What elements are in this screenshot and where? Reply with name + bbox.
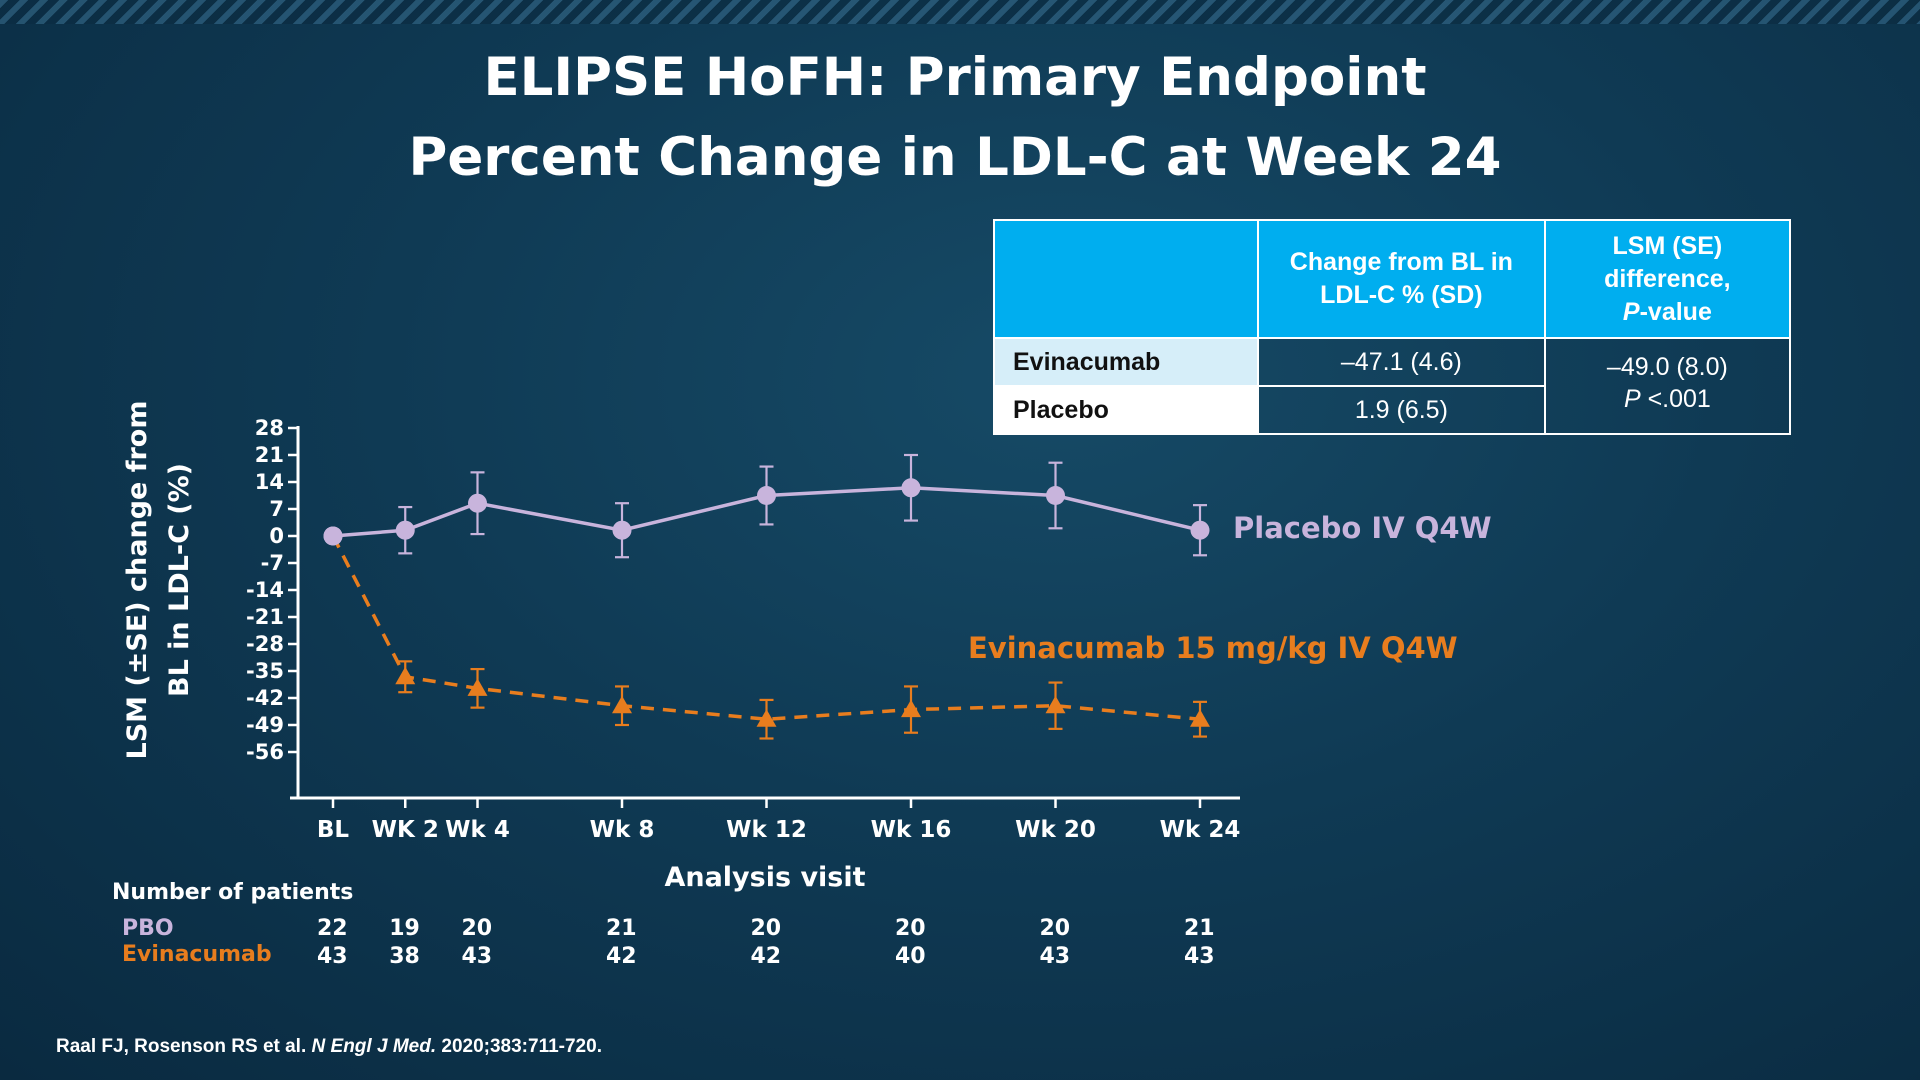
evinacumab-point — [1045, 695, 1066, 714]
patient-count-evi: 43 — [461, 944, 493, 969]
patient-count-pbo: 20 — [1039, 916, 1071, 941]
y-tick-label: 28 — [255, 416, 284, 440]
x-tick-label: Wk 8 — [590, 817, 655, 843]
placebo-point — [1190, 520, 1210, 540]
row-value-evinacumab: –47.1 (4.6) — [1256, 337, 1546, 387]
placebo-point — [901, 478, 921, 498]
y-axis-title-line1: LSM (±SE) change from — [122, 401, 153, 760]
results-row-evinacumab: Evinacumab –47.1 (4.6) –49.0 (8.0) P <.0… — [993, 337, 1792, 435]
x-tick-label: Wk 4 — [445, 817, 510, 843]
patient-count-evi: 43 — [317, 944, 348, 969]
row-value-placebo: 1.9 (6.5) — [1256, 385, 1546, 435]
placebo-series-line — [332, 486, 1201, 538]
patient-count-pbo: 20 — [895, 916, 926, 941]
decorative-top-stripe — [0, 0, 1920, 24]
results-table: Change from BL in LDL-C % (SD) LSM (SE) … — [993, 219, 1792, 435]
y-tick-label: -7 — [261, 551, 284, 575]
y-tick-label: -35 — [246, 659, 284, 683]
results-table-header: Change from BL in LDL-C % (SD) LSM (SE) … — [993, 219, 1792, 339]
slide-title: ELIPSE HoFH: Primary Endpoint Percent Ch… — [0, 38, 1910, 198]
footer-authors: Raal FJ, Rosenson RS et al. — [56, 1036, 312, 1057]
results-row-placebo: Placebo 1.9 (6.5) — [993, 385, 1790, 435]
patient-count-evi: 43 — [1184, 944, 1215, 969]
header-change-from-bl: Change from BL in LDL-C % (SD) — [1256, 219, 1546, 339]
y-tick-label: -49 — [246, 713, 284, 737]
patient-count-pbo: 20 — [750, 916, 782, 941]
header-lsm-difference: LSM (SE) difference, P-value — [1543, 219, 1792, 339]
header-p-letter: P — [1622, 297, 1640, 326]
patient-count-pbo: 19 — [389, 916, 420, 941]
evinacumab-point — [756, 709, 777, 727]
evinacumab-series-line — [331, 535, 1201, 721]
patient-count-evi: 38 — [389, 944, 420, 969]
patient-count-evi: 40 — [895, 944, 926, 969]
x-tick-label: Wk 20 — [1015, 817, 1096, 843]
patient-count-pbo: 21 — [606, 916, 637, 941]
footer-citation: Raal FJ, Rosenson RS et al. N Engl J Med… — [56, 1036, 602, 1058]
footer-reference: 2020;383:711-720. — [436, 1036, 602, 1057]
placebo-series-label: Placebo IV Q4W — [1233, 511, 1492, 545]
row-label-placebo: Placebo — [993, 385, 1259, 435]
y-tick-label: 7 — [269, 497, 284, 521]
y-tick-label: -21 — [246, 605, 284, 629]
header-empty-cell — [993, 219, 1259, 339]
x-tick-label: Wk 16 — [871, 817, 952, 843]
y-tick-label: -42 — [246, 686, 284, 710]
placebo-point — [468, 493, 487, 513]
patient-count-evi: 42 — [606, 944, 637, 969]
x-tick-label: BL — [317, 817, 350, 843]
evinacumab-point — [467, 678, 488, 696]
placebo-point — [757, 486, 776, 505]
y-tick-label: -28 — [246, 632, 284, 656]
placebo-point — [1046, 486, 1065, 505]
y-tick-label: 14 — [255, 470, 284, 494]
y-axis-title-line2: BL in LDL-C (%) — [164, 463, 195, 697]
patients-pbo-label: PBO — [122, 916, 174, 941]
footer-journal: N Engl J Med. — [311, 1036, 437, 1057]
lsm-difference-value: –49.0 (8.0) — [1606, 353, 1728, 381]
evinacumab-point — [901, 699, 921, 718]
patients-heading: Number of patients — [112, 880, 354, 905]
row-label-evinacumab: Evinacumab — [993, 337, 1259, 387]
patients-evinacumab-label: Evinacumab — [122, 942, 272, 967]
y-tick-label: 0 — [269, 524, 284, 548]
y-tick-label: -14 — [246, 578, 284, 602]
lsm-p-value: <.001 — [1640, 385, 1711, 413]
x-tick-label: WK 2 — [372, 817, 439, 843]
header-lsm-line1: LSM (SE) difference, — [1604, 231, 1731, 293]
lsm-difference-cell: –49.0 (8.0) P <.001 — [1543, 337, 1792, 435]
x-tick-label: Wk 12 — [726, 817, 807, 843]
y-tick-label: 21 — [255, 443, 284, 467]
patient-count-pbo: 20 — [461, 916, 493, 941]
evinacumab-point — [395, 666, 416, 685]
x-tick-label: Wk 24 — [1160, 817, 1241, 843]
patient-count-evi: 43 — [1039, 944, 1071, 969]
patient-count-evi: 42 — [750, 944, 782, 969]
patient-count-pbo: 21 — [1184, 916, 1215, 941]
placebo-point — [395, 520, 415, 540]
lsm-p-letter: P — [1623, 385, 1641, 413]
patient-count-pbo: 22 — [317, 916, 348, 941]
evinacumab-point — [1190, 709, 1210, 727]
evinacumab-series-label: Evinacumab 15 mg/kg IV Q4W — [968, 631, 1458, 665]
evinacumab-point — [612, 695, 632, 714]
header-p-rest: -value — [1639, 297, 1712, 326]
y-tick-label: -56 — [246, 740, 284, 764]
evinacumab-point — [323, 526, 343, 546]
slide-title-line2: Percent Change in LDL-C at Week 24 — [408, 127, 1502, 188]
x-axis-title: Analysis visit — [664, 862, 865, 893]
placebo-point — [612, 520, 632, 540]
slide-title-line1: ELIPSE HoFH: Primary Endpoint — [483, 47, 1427, 108]
